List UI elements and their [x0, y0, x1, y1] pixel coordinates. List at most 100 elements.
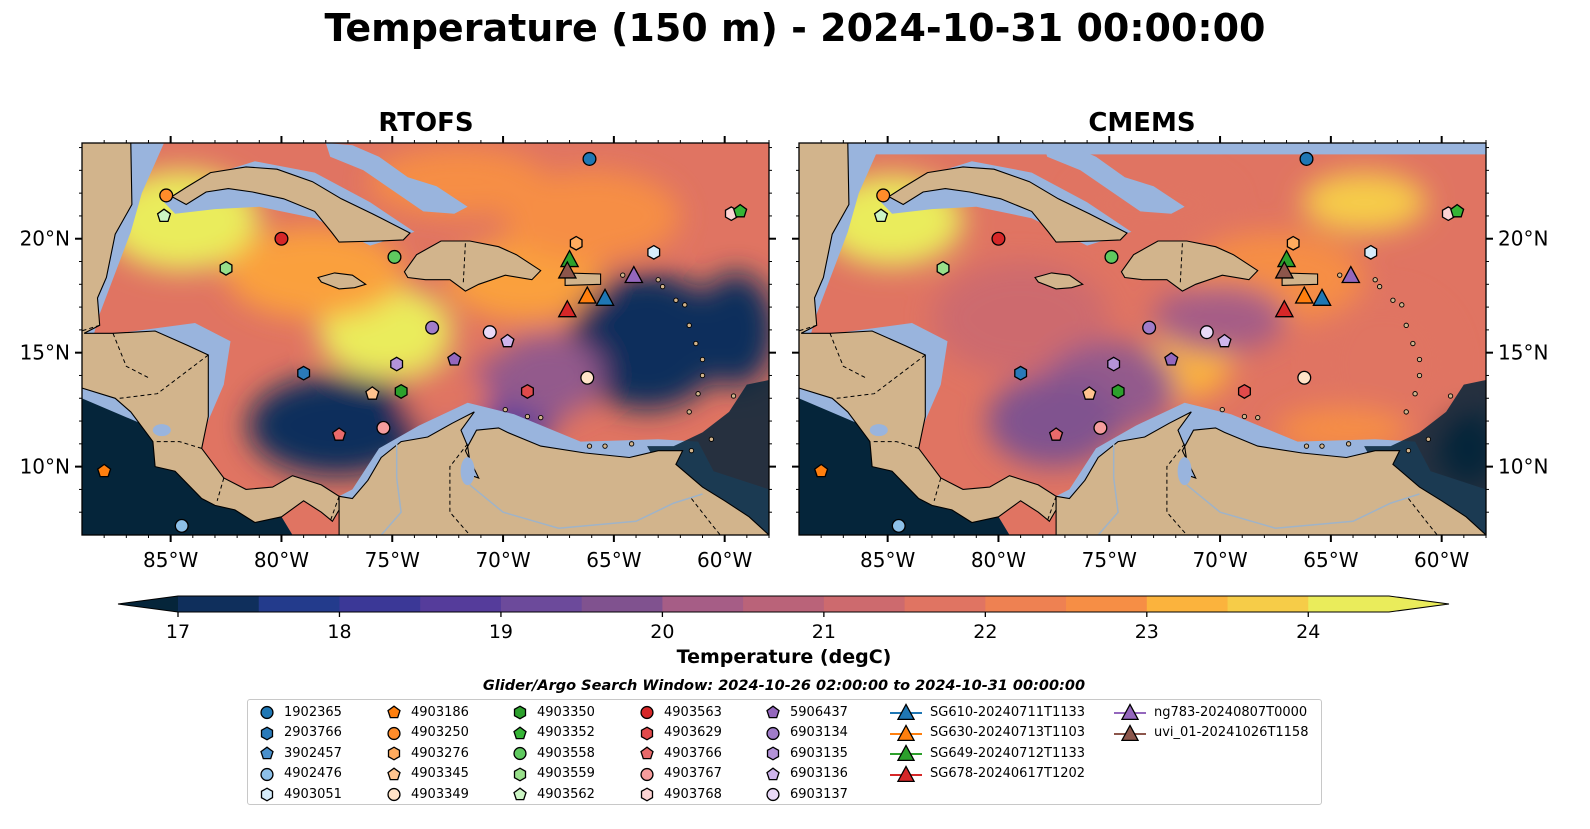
bahamas-bank: [1042, 143, 1185, 214]
river: [1186, 484, 1420, 529]
lon-tick-label: 75°W: [1082, 548, 1137, 572]
legend-item: SG610-20240711T1133: [890, 703, 1085, 721]
colorbar-segment: [823, 596, 906, 612]
legend-symbol: [640, 767, 654, 781]
temperature-blob: [491, 334, 603, 417]
legend-symbol: [387, 787, 401, 802]
island: [730, 393, 737, 399]
lon-tick-label: 60°W: [1414, 548, 1469, 572]
lon-tick-label: 80°W: [971, 548, 1026, 572]
legend-symbol: [766, 766, 780, 780]
island: [1376, 283, 1383, 290]
marker-4903629: [1237, 383, 1251, 399]
legend-label: 2903766: [284, 725, 342, 740]
legend-item: 4903629: [638, 724, 722, 742]
legend-item: 4903350: [511, 703, 595, 721]
island: [1372, 277, 1378, 283]
marker-4903051: [1364, 244, 1378, 260]
south-america: [1055, 411, 1486, 535]
cuba: [170, 166, 411, 243]
marker-SG610-20240711T1133: [1312, 287, 1332, 306]
island: [602, 443, 608, 449]
island: [1219, 407, 1225, 413]
marker-4903349: [1297, 370, 1312, 385]
colorbar-segment: [985, 596, 1067, 612]
marker-6903134: [1142, 320, 1157, 335]
map-rtofs: [82, 143, 769, 535]
country-border: [872, 441, 919, 449]
legend-marker-icon: [260, 787, 274, 802]
marker-6903137: [482, 325, 497, 340]
marker-4902476: [174, 518, 189, 533]
marker-5906437: [1164, 351, 1179, 366]
marker-6903136: [1217, 333, 1232, 348]
country-border: [836, 354, 926, 399]
island: [1399, 302, 1405, 308]
legend-item: 4903563: [638, 703, 722, 721]
marker-SG678-20240617T1202: [1274, 299, 1295, 318]
island: [524, 413, 531, 420]
figure-title: Temperature (150 m) - 2024-10-31 00:00:0…: [324, 6, 1266, 50]
legend-marker-icon: [260, 705, 274, 720]
legend-marker-icon: [513, 705, 527, 720]
marker-6903135: [390, 356, 404, 372]
marker-uvi_01-20241026T1158: [1274, 260, 1295, 279]
temperature-blob: [226, 227, 404, 319]
central-america: [82, 143, 340, 524]
legend-symbol: [766, 787, 780, 802]
legend-marker-icon: [387, 746, 401, 761]
marker-4903563: [274, 231, 289, 246]
lon-tick-label: 70°W: [1192, 548, 1247, 572]
colorbar-segment: [1227, 596, 1309, 612]
legend-label: SG610-20240711T1133: [930, 704, 1086, 720]
legend-symbol: [513, 766, 527, 782]
marker-4903276: [1286, 235, 1300, 251]
lat-tick-label: 15°N: [20, 341, 70, 365]
legend-symbol: [513, 787, 527, 801]
country-border: [82, 324, 100, 332]
legend-label: 6903134: [790, 725, 848, 740]
legend-symbol: [896, 764, 916, 782]
legend-label: 5906437: [790, 704, 848, 720]
lake-maracaibo: [1177, 457, 1192, 486]
marker-4903051: [647, 244, 661, 260]
legend-marker-icon: [766, 766, 780, 780]
legend-label: 4903766: [664, 745, 722, 761]
island: [1345, 441, 1352, 447]
jamaica: [1034, 272, 1084, 290]
marker-4903766: [331, 427, 347, 441]
legend-symbol: [260, 767, 274, 781]
colorbar-segment: [904, 596, 986, 612]
island: [620, 272, 626, 278]
search-window-text: Glider/Argo Search Window: 2024-10-26 02…: [482, 678, 1086, 694]
country-border: [1166, 443, 1188, 535]
lon-tick-label: 80°W: [254, 548, 309, 572]
island: [1303, 443, 1310, 449]
temperature-blob: [1302, 172, 1427, 232]
legend-item: 4903250: [385, 724, 469, 742]
country-border: [1046, 496, 1057, 522]
marker-ng783-20240807T0000: [1341, 265, 1361, 284]
country-border: [119, 354, 209, 399]
island: [1319, 443, 1325, 449]
marker-6903134: [425, 320, 440, 335]
colorbar-segment: [420, 596, 502, 612]
island: [686, 322, 692, 328]
colorbar-tick-label: 19: [489, 621, 513, 643]
legend-marker-icon: [260, 767, 274, 781]
marker-4903558: [1104, 249, 1119, 264]
marker-4903559: [219, 260, 233, 276]
legend-symbol: [896, 723, 916, 741]
legend-symbol: [260, 746, 274, 760]
legend-label: SG678-20240617T1202: [930, 766, 1086, 781]
legend-symbol: [513, 725, 527, 739]
temperature-blob: [1319, 295, 1453, 433]
country-border: [691, 498, 721, 535]
lat-tick-label: 15°N: [1498, 341, 1548, 365]
colorbar-tick-label: 17: [166, 621, 190, 643]
legend-item: ng783-20240807T0000: [1114, 703, 1307, 721]
marker-4903345: [1082, 386, 1097, 400]
marker-6903135: [1107, 356, 1121, 372]
panel-title-rtofs: RTOFS: [378, 108, 474, 138]
marker-SG630-20240713T1103: [1294, 285, 1314, 304]
